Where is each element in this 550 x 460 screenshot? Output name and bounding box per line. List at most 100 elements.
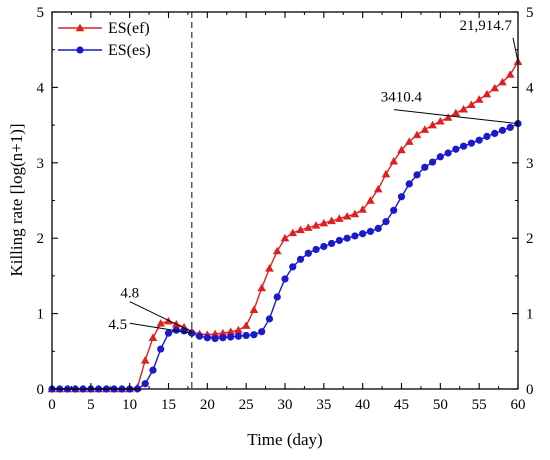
legend-label-es-ef: ES(ef) xyxy=(108,20,150,37)
data-point-es-es xyxy=(265,315,274,323)
x-tick-label: 60 xyxy=(511,397,526,413)
y-tick-label-right: 0 xyxy=(526,382,534,398)
data-point-es-es xyxy=(234,332,242,340)
data-point-es-es xyxy=(328,239,336,248)
data-point-es-es xyxy=(413,171,421,179)
y-tick-labels-left: 0 1 2 3 4 5 xyxy=(37,5,45,398)
data-point-es-es xyxy=(219,334,227,342)
x-axis-title: Time (day) xyxy=(247,430,322,449)
data-point-es-es xyxy=(164,329,173,337)
data-point-es-es xyxy=(421,163,429,171)
annotation-leader-line xyxy=(129,322,192,334)
data-point-es-es xyxy=(460,142,468,150)
data-point-es-es xyxy=(444,149,452,157)
data-point-es-es xyxy=(289,263,297,271)
annotation-label: 21,914.7 xyxy=(460,18,513,34)
data-point-es-es xyxy=(281,275,289,283)
data-point-es-ef xyxy=(428,120,437,129)
data-point-es-ef xyxy=(210,329,220,338)
x-tick-label: 20 xyxy=(200,397,215,413)
y-tick-label-right: 1 xyxy=(526,307,534,323)
series-line-es-ef xyxy=(52,61,519,390)
data-point-es-ef xyxy=(319,218,329,227)
legend-marker-es-es xyxy=(76,46,84,54)
data-point-es-ef xyxy=(156,319,166,327)
data-point-es-es xyxy=(211,334,219,343)
data-point-es-es xyxy=(320,242,328,251)
y-tick-label-right: 2 xyxy=(526,231,534,247)
data-point-es-ef xyxy=(311,221,321,229)
data-point-es-ef xyxy=(327,216,336,225)
data-point-es-ef xyxy=(226,327,235,335)
data-point-es-es xyxy=(452,145,460,153)
x-tick-label: 10 xyxy=(122,397,137,413)
x-tick-label: 55 xyxy=(472,397,487,413)
data-point-es-ef xyxy=(335,214,344,222)
annotations: 21,914.7 3410.4 4.8 4.5 xyxy=(108,18,519,334)
data-point-es-ef xyxy=(498,77,507,86)
y-tick-labels-right: 0 1 2 3 4 5 xyxy=(526,5,534,398)
y-axis-title: Killing rate [log(n+1)] xyxy=(7,123,26,276)
y-tick-label-left: 1 xyxy=(37,307,45,323)
data-point-es-es xyxy=(312,245,320,254)
data-point-es-ef xyxy=(288,228,298,237)
data-point-es-ef xyxy=(373,184,383,193)
data-point-es-es xyxy=(149,366,157,374)
data-point-es-ef xyxy=(482,89,492,98)
x-tick-label: 0 xyxy=(48,397,56,413)
annotation-leader-line xyxy=(512,37,519,62)
data-point-es-es xyxy=(296,255,305,263)
data-point-es-ef xyxy=(218,328,228,337)
annotation-leader-line xyxy=(129,301,193,333)
data-point-es-ef xyxy=(350,209,360,218)
y-tick-label-left: 4 xyxy=(37,80,45,96)
data-point-es-ef xyxy=(140,356,150,364)
data-point-es-ef xyxy=(148,333,158,341)
data-point-es-es xyxy=(475,136,483,144)
data-point-es-ef xyxy=(412,130,422,139)
data-point-es-ef xyxy=(420,125,430,133)
data-point-es-es xyxy=(250,331,258,339)
data-point-es-ef xyxy=(342,212,352,220)
legend: ES(ef) ES(es) xyxy=(58,20,151,59)
data-point-es-es xyxy=(359,230,367,238)
axis-ticks xyxy=(51,11,519,390)
x-tick-label: 40 xyxy=(355,397,370,413)
data-point-es-ef xyxy=(280,233,290,242)
x-tick-label: 25 xyxy=(239,397,254,413)
data-point-es-es xyxy=(498,126,507,134)
data-point-es-ef xyxy=(389,156,399,165)
series-lines xyxy=(52,61,519,390)
y-tick-label-left: 2 xyxy=(37,231,45,247)
y-tick-label-left: 5 xyxy=(37,5,45,21)
annotation-label: 3410.4 xyxy=(381,90,423,106)
data-point-es-ef xyxy=(404,137,414,145)
y-tick-label-right: 4 xyxy=(526,80,534,96)
x-tick-label: 5 xyxy=(87,397,95,413)
data-point-es-ef xyxy=(249,305,259,314)
data-point-es-es xyxy=(335,236,343,245)
data-point-es-ef xyxy=(381,169,391,178)
data-point-es-ef xyxy=(443,113,453,121)
data-point-es-es xyxy=(203,334,211,342)
data-point-es-es xyxy=(195,332,204,340)
data-point-es-es xyxy=(227,333,235,341)
data-point-es-es xyxy=(467,139,475,147)
data-point-es-ef xyxy=(474,95,484,103)
legend-label-es-es: ES(es) xyxy=(108,42,151,59)
data-point-es-ef xyxy=(436,117,445,125)
x-tick-label: 35 xyxy=(316,397,331,413)
data-point-es-es xyxy=(483,132,491,141)
y-tick-label-right: 3 xyxy=(526,156,534,172)
data-point-es-ef xyxy=(241,321,251,329)
x-tick-label: 15 xyxy=(161,397,176,413)
y-tick-label-left: 3 xyxy=(37,156,45,172)
data-point-es-es xyxy=(343,234,351,242)
y-tick-label-left: 0 xyxy=(37,382,45,398)
data-point-es-es xyxy=(405,180,413,188)
annotation-leader-line xyxy=(393,109,519,125)
data-point-es-es xyxy=(491,129,499,137)
data-point-es-ef xyxy=(366,196,375,204)
data-point-es-es xyxy=(374,224,382,232)
data-point-es-ef xyxy=(459,104,468,113)
